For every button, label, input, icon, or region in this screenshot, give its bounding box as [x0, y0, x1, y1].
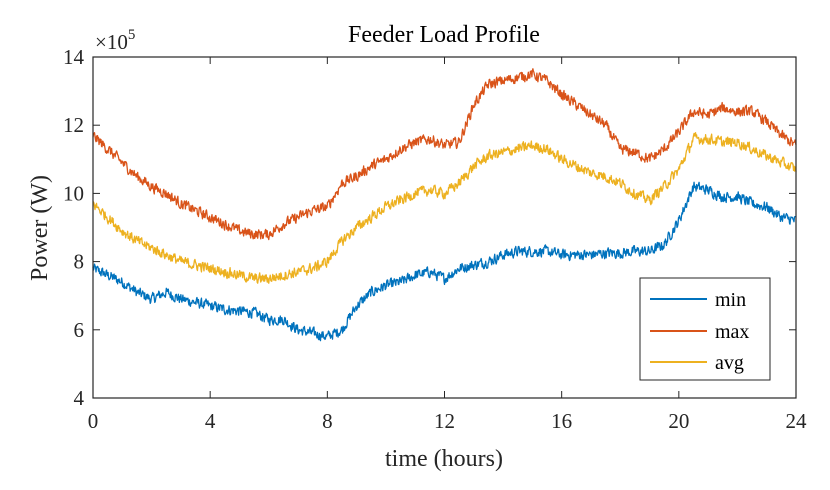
series-line-max	[92, 68, 797, 241]
x-tick-label: 24	[786, 409, 808, 433]
y-axis-label: Power (W)	[27, 175, 53, 281]
x-axis-label: time (hours)	[385, 446, 503, 472]
y-tick-label: 8	[74, 250, 85, 274]
x-tick-label: 0	[88, 409, 99, 433]
x-tick-label: 8	[322, 409, 333, 433]
x-tick-label: 4	[205, 409, 216, 433]
legend-label-min: min	[715, 289, 746, 311]
legend-label-max: max	[715, 321, 749, 343]
y-tick-label: 14	[63, 45, 85, 69]
x-tick-label: 20	[668, 409, 689, 433]
x-tick-label: 12	[434, 409, 455, 433]
chart-title: Feeder Load Profile	[348, 22, 540, 48]
y-exponent-label: ×105	[95, 27, 135, 54]
y-tick-label: 6	[74, 318, 85, 342]
series-layer	[92, 68, 797, 342]
series-line-min	[92, 181, 797, 342]
y-exponent-power: 5	[128, 27, 136, 43]
legend: min max avg	[639, 277, 771, 381]
legend-box	[639, 277, 771, 381]
y-tick-label: 12	[63, 113, 84, 137]
svg-text:×105: ×105	[95, 27, 135, 54]
y-exponent-base: ×10	[95, 30, 128, 54]
y-tick-label: 4	[74, 386, 85, 410]
legend-label-avg: avg	[715, 352, 744, 374]
x-tick-label: 16	[551, 409, 572, 433]
y-tick-label: 10	[63, 181, 84, 205]
series-line-avg	[92, 132, 797, 284]
